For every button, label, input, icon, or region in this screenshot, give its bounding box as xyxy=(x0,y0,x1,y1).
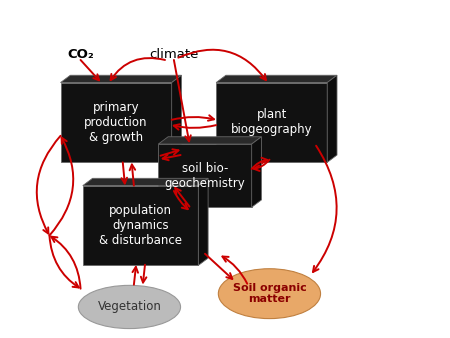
Text: Soil organic
matter: Soil organic matter xyxy=(233,283,306,305)
Polygon shape xyxy=(252,137,261,207)
Text: plant
biogeography: plant biogeography xyxy=(231,108,312,137)
Polygon shape xyxy=(216,75,337,82)
Text: soil bio-
geochemistry: soil bio- geochemistry xyxy=(165,162,245,190)
Polygon shape xyxy=(158,137,261,144)
Text: primary
production
& growth: primary production & growth xyxy=(84,101,148,144)
FancyBboxPatch shape xyxy=(158,144,252,207)
FancyBboxPatch shape xyxy=(61,82,171,162)
Polygon shape xyxy=(327,75,337,162)
FancyBboxPatch shape xyxy=(83,186,198,265)
Polygon shape xyxy=(171,75,181,162)
Ellipse shape xyxy=(78,285,180,329)
Text: CO₂: CO₂ xyxy=(67,48,94,61)
Polygon shape xyxy=(61,75,181,82)
FancyBboxPatch shape xyxy=(216,82,327,162)
Text: Vegetation: Vegetation xyxy=(98,300,162,313)
Polygon shape xyxy=(198,178,208,265)
Text: population
dynamics
& disturbance: population dynamics & disturbance xyxy=(99,204,182,247)
Polygon shape xyxy=(83,178,208,186)
Text: climate: climate xyxy=(149,48,198,61)
Ellipse shape xyxy=(218,269,320,319)
